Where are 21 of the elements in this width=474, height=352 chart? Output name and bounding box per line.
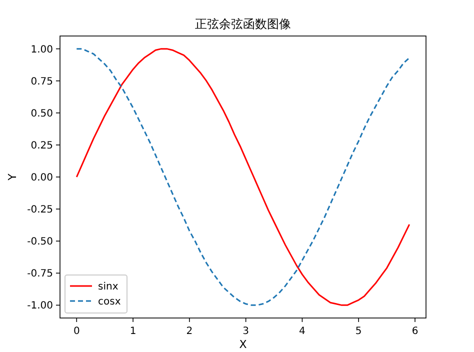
x-tick-label: 6: [412, 326, 418, 337]
y-tick-label: 0.00: [30, 172, 53, 184]
x-tick-label: 0: [73, 326, 80, 337]
y-tick-label: 0.75: [30, 76, 53, 88]
x-tick-label: 2: [186, 326, 193, 337]
legend-label: cosx: [98, 296, 121, 308]
y-tick-label: 1.00: [30, 44, 53, 56]
y-axis-title: Y: [6, 173, 19, 182]
x-tick-label: 1: [130, 326, 136, 337]
x-tick-label: 4: [299, 326, 306, 337]
x-tick-label: 5: [355, 326, 362, 337]
x-axis-title: X: [239, 338, 248, 351]
x-tick-label: 3: [242, 326, 250, 337]
y-tick-label: 0.25: [30, 140, 53, 152]
legend-label: sinx: [98, 282, 118, 292]
y-tick-label: 0.50: [30, 108, 53, 120]
y-tick-label: -0.50: [27, 236, 53, 248]
y-tick-label: -0.75: [27, 268, 53, 280]
chart-title: 正弦余弦函数图像: [195, 17, 291, 31]
y-tick-label: -1.00: [27, 300, 53, 312]
y-tick-label: -0.25: [27, 204, 53, 216]
